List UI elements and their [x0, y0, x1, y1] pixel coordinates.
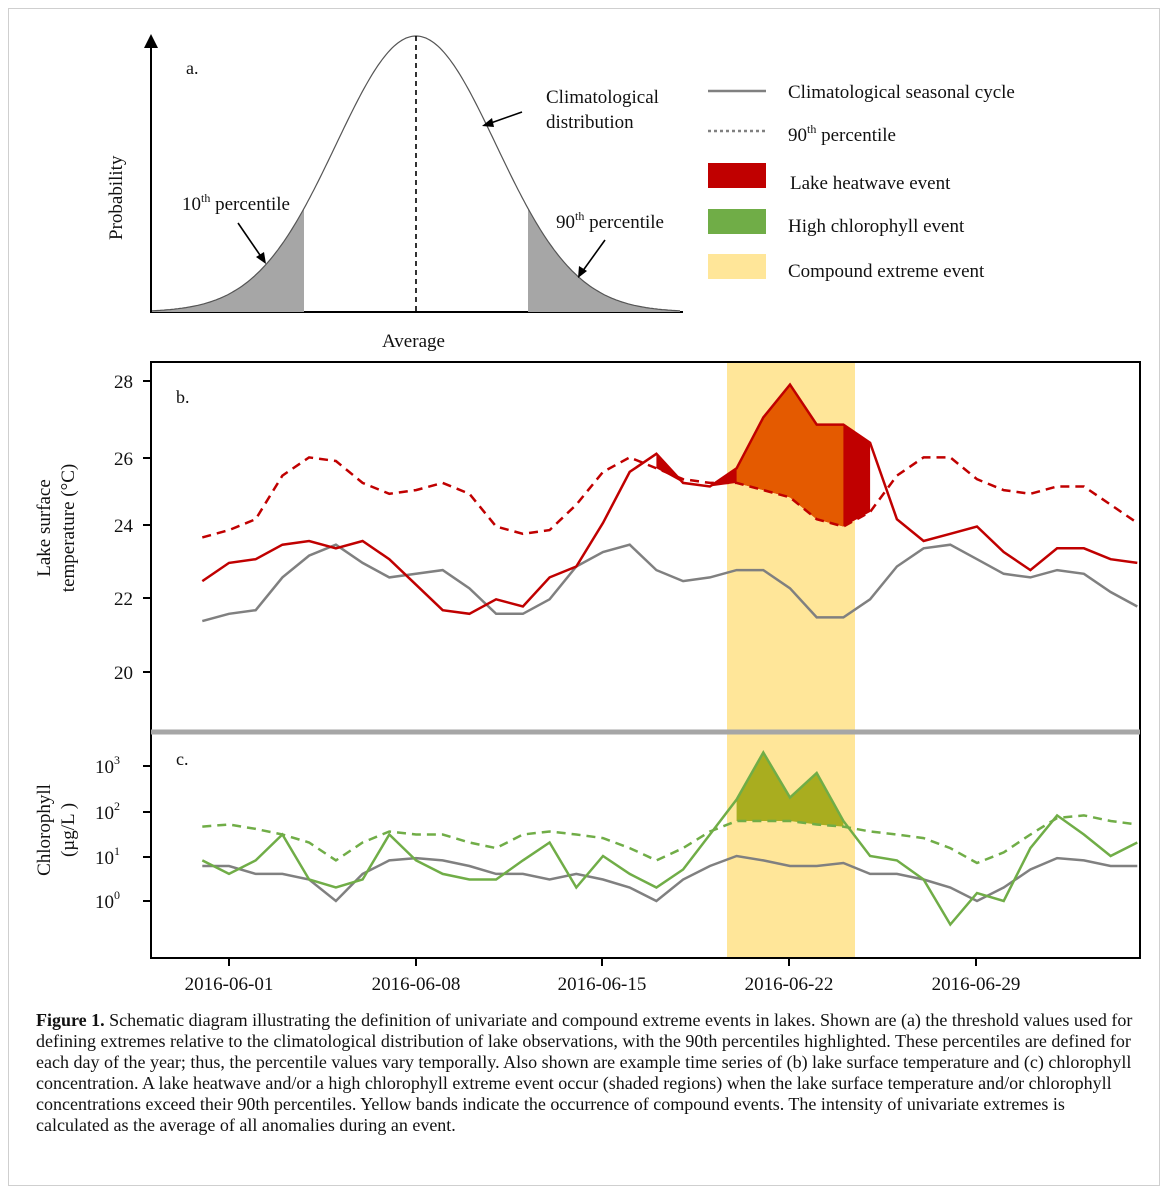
- panel-a-xlabel: Average: [382, 331, 445, 352]
- legend-compound-swatch: [708, 254, 766, 279]
- chl-p90-line: [202, 814, 1138, 865]
- panel-c-series: [201, 750, 1138, 927]
- xtick-label: 2016-06-01: [185, 974, 274, 995]
- c-ytick-label: 100: [95, 888, 120, 913]
- legend: Climatological seasonal cycle 90th perce…: [708, 82, 1015, 282]
- b-ytick-label: 22: [114, 589, 133, 610]
- p10-arrow: [237, 222, 263, 259]
- b-ytick-label: 26: [114, 449, 133, 470]
- figure: a. Probability Average Climatological di…: [34, 34, 1141, 995]
- b-ytick-label: 20: [114, 663, 133, 684]
- caption-label: Figure 1.: [36, 1010, 105, 1030]
- distribution-label-line2: distribution: [546, 112, 634, 133]
- p10-arrow-head: [256, 252, 266, 264]
- distribution-label-line1: Climatological: [546, 87, 659, 108]
- chlorophyll-event-area: [736, 752, 844, 827]
- c-ytick-label: 101: [95, 844, 120, 869]
- xtick-label: 2016-06-22: [745, 974, 834, 995]
- figure-frame: [8, 8, 1160, 1186]
- p90-arrow: [581, 239, 606, 273]
- panels-b-c: b. c. Lake surface temperature (°C) Chlo…: [34, 361, 1141, 995]
- panel-a-y-arrow: [144, 34, 158, 48]
- panel-b-label: b.: [176, 387, 190, 407]
- panel-b-ylabel-line1: Lake surface: [34, 479, 55, 577]
- b-ytick-label: 24: [114, 516, 134, 537]
- panel-c-label: c.: [176, 749, 189, 769]
- xtick-label: 2016-06-15: [558, 974, 647, 995]
- p10-tail-area: [152, 208, 304, 312]
- c-ytick-label: 103: [95, 753, 120, 778]
- panels-frame: [150, 361, 1141, 959]
- figure-caption: Figure 1. Schematic diagram illustrating…: [36, 1010, 1136, 1136]
- panel-b-series: [201, 382, 1139, 623]
- x-axis-ticks: 2016-06-01 2016-06-08 2016-06-15 2016-06…: [185, 958, 1021, 995]
- temp-p90-line: [201, 456, 1139, 539]
- legend-chlorophyll-swatch: [708, 209, 766, 234]
- legend-chlorophyll-label: High chlorophyll event: [788, 216, 965, 237]
- chl-observed-line: [201, 750, 1138, 927]
- p90-label: 90th percentile: [556, 209, 664, 233]
- distribution-arrow: [487, 111, 523, 125]
- panel-a-ylabel: Probability: [106, 155, 127, 240]
- xtick-label: 2016-06-29: [932, 974, 1021, 995]
- b-ytick-label: 28: [114, 372, 133, 393]
- legend-heatwave-label: Lake heatwave event: [790, 173, 951, 194]
- temp-climatology-line: [201, 543, 1138, 623]
- legend-heatwave-swatch: [708, 163, 766, 188]
- caption-text: Schematic diagram illustrating the defin…: [36, 1010, 1133, 1135]
- legend-seasonal-label: Climatological seasonal cycle: [788, 82, 1015, 103]
- panel-c-ylabel-line1: Chlorophyll: [34, 784, 55, 876]
- p10-label: 10th percentile: [182, 191, 290, 215]
- panel-b-ylabel-line2: temperature (°C): [58, 464, 79, 592]
- temp-observed-line: [201, 382, 1138, 616]
- panel-a-label: a.: [186, 58, 199, 78]
- panel-c-yticks: 100 101 102 103: [95, 753, 151, 913]
- chl-climatology-line: [202, 854, 1138, 903]
- p90-arrow-head: [578, 266, 587, 278]
- c-ytick-label: 102: [95, 799, 120, 824]
- legend-compound-label: Compound extreme event: [788, 261, 985, 282]
- p90-tail-area: [528, 208, 680, 312]
- xtick-label: 2016-06-08: [372, 974, 461, 995]
- distribution-arrow-head: [482, 118, 494, 127]
- panel-a: a. Probability Average Climatological di…: [106, 34, 683, 352]
- panel-b-yticks: 20 22 24 26 28: [114, 372, 151, 684]
- panel-c-ylabel-line2: (µg/L ): [58, 803, 79, 857]
- legend-percentile-label: 90th percentile: [788, 122, 896, 146]
